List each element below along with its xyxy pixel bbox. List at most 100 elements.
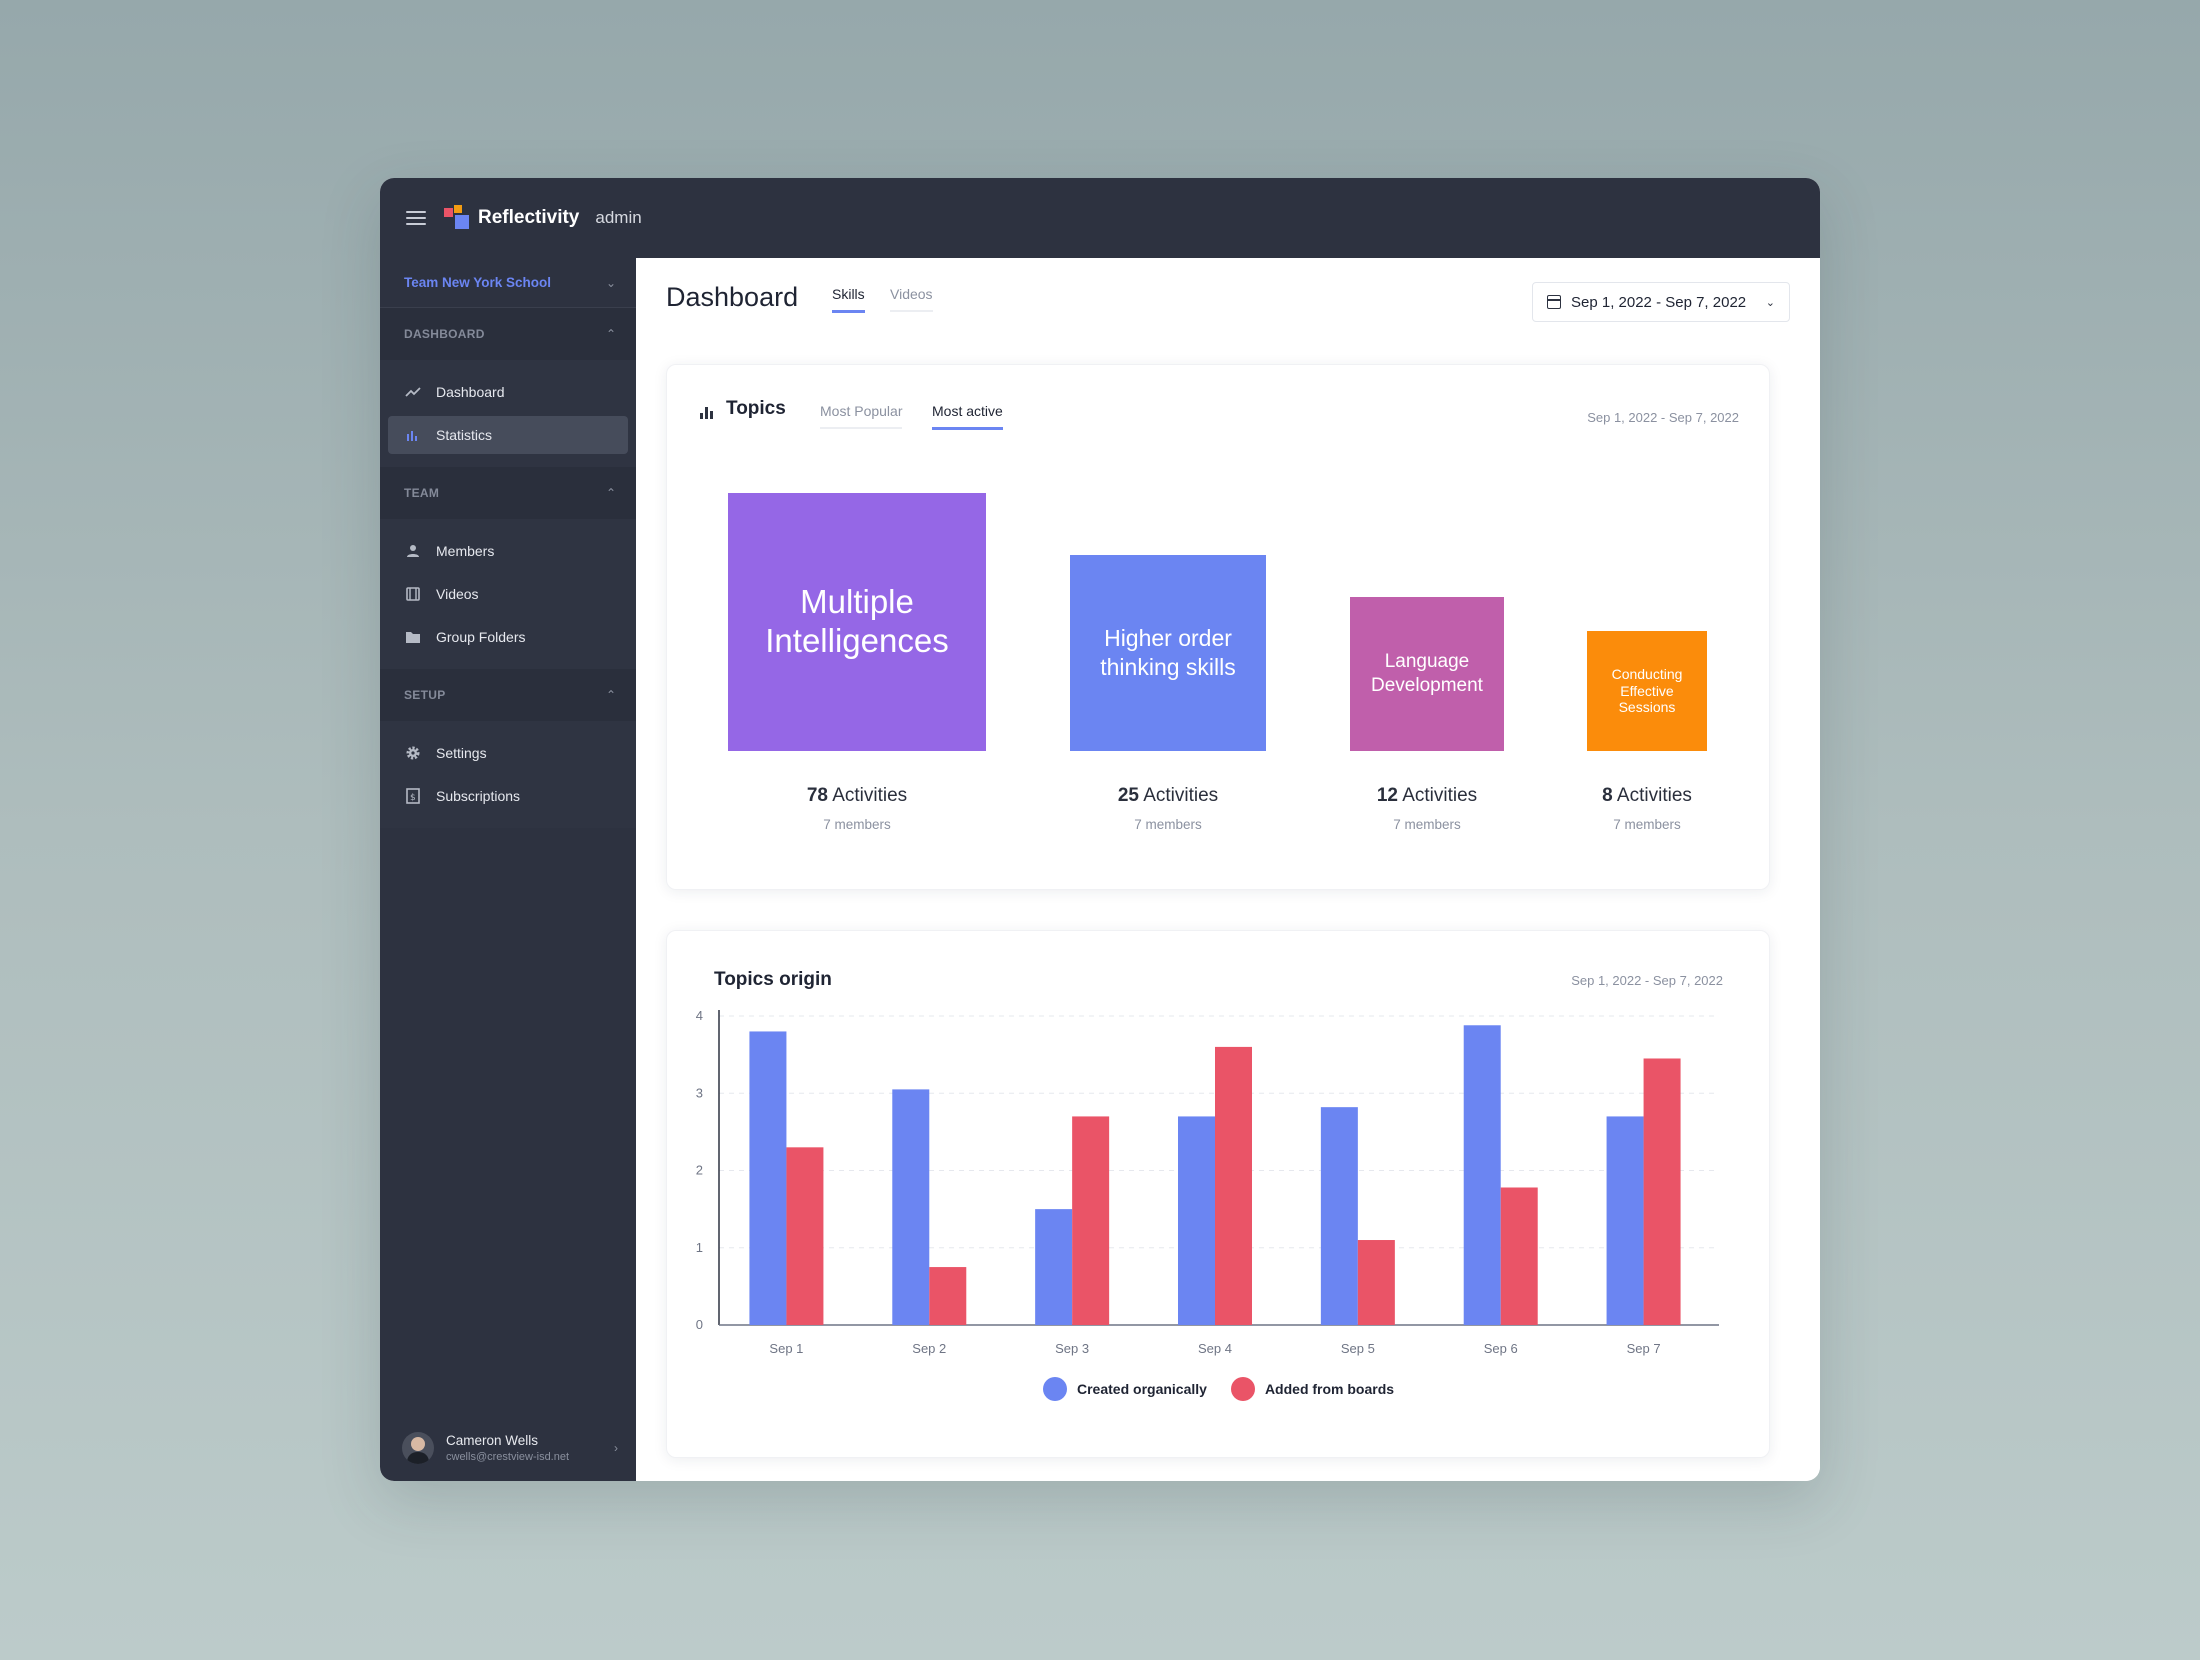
sidebar-item-settings[interactable]: Settings [388,734,628,772]
activities-count: 12 [1376,785,1398,806]
dashboard-nav-group: Dashboard Statistics [380,360,636,467]
team-name: Team New York School [404,275,552,290]
legend-label-created[interactable]: Created organically [1077,1381,1207,1397]
chart-legend: Created organically Added from boards [1043,1377,1394,1401]
brand-subtitle: admin [595,208,642,227]
team-selector[interactable]: Team New York School ⌄ [380,258,636,308]
tab-most-popular[interactable]: Most Popular [820,403,903,429]
tab-most-active[interactable]: Most active [932,403,1003,430]
chevron-up-icon: ⌃ [605,688,616,702]
legend-label-boards[interactable]: Added from boards [1264,1381,1395,1397]
sidebar-item-members[interactable]: Members [388,532,628,570]
sidebar-item-subscriptions[interactable]: $ Subscriptions [388,777,628,815]
y-tick-label: 3 [696,1085,703,1100]
bar-created [1035,1209,1073,1325]
main-content: Dashboard Skills Videos Sep 1, 2022 - Se… [636,258,1820,1481]
x-tick-label: Sep 7 [1627,1341,1661,1356]
receipt-icon: $ [404,787,422,805]
user-profile[interactable]: Cameron Wells cwells@crestview-isd.net › [380,1415,636,1481]
y-tick-label: 0 [696,1317,703,1332]
activities-label: Activities [1402,785,1478,806]
topic-name: Multiple Intelligences [765,583,949,659]
topic-tile[interactable]: Conducting Effective Sessions [1587,631,1707,751]
section-setup-header[interactable]: SETUP ⌃ [380,669,636,721]
brand-logo-icon [444,205,472,231]
section-title: DASHBOARD [404,327,485,341]
chevron-down-icon: ⌄ [1765,296,1775,309]
page-title: Dashboard [666,282,799,312]
section-title: TEAM [404,486,440,500]
topic-tile[interactable]: Higher order thinking skills [1070,555,1266,751]
sidebar-item-dashboard[interactable]: Dashboard [388,373,628,411]
y-tick-label: 1 [696,1240,703,1255]
section-team-header[interactable]: TEAM ⌃ [380,467,636,519]
setup-nav-group: Settings $ Subscriptions [380,721,636,828]
topics-origin-chart: 0 1 2 3 4 Sep 1 Sep 2 Sep 3 Sep 4 Sep 5 Sep 6 Sep 7 [696,1008,1719,1356]
legend-swatch-boards [1230,1377,1255,1401]
topic-tile[interactable]: Multiple Intelligences [728,493,986,751]
bar-boards [786,1147,824,1325]
brand-name[interactable]: Reflectivity [478,207,580,228]
sidebar-item-statistics[interactable]: Statistics [388,416,628,454]
chevron-down-icon: ⌄ [605,275,616,290]
avatar [402,1432,434,1464]
tab-skills[interactable]: Skills [832,286,865,313]
bar-boards [1357,1240,1395,1325]
bar-created [1463,1025,1501,1325]
sidebar-item-label: Videos [436,586,479,602]
svg-text:$: $ [410,793,416,803]
bar-boards [1215,1046,1252,1325]
date-range-picker[interactable]: Sep 1, 2022 - Sep 7, 2022 ⌄ [1532,282,1790,322]
origin-date: Sep 1, 2022 - Sep 7, 2022 [1571,973,1723,988]
sidebar-item-label: Dashboard [436,384,505,400]
bar-boards [1072,1116,1110,1325]
topic-activities: 12 Activities [1327,785,1527,807]
bar-boards [1643,1058,1681,1325]
sidebar-item-group-folders[interactable]: Group Folders [388,618,628,656]
topics-chart-icon [700,405,714,419]
origin-title: Topics origin [714,969,832,990]
user-email: cwells@crestview-isd.net [446,1451,570,1463]
bar-created [1606,1116,1644,1325]
y-tick-label: 4 [696,1008,703,1023]
folder-icon [404,628,422,646]
activities-label: Activities [832,785,908,806]
topics-origin-card: Topics origin Sep 1, 2022 - Sep 7, 2022 … [666,930,1770,1458]
sidebar-item-label: Settings [436,745,487,761]
bar-boards [1500,1187,1538,1325]
chevron-right-icon: › [614,1441,618,1455]
team-nav-group: Members Videos Group Folders [380,519,636,669]
x-tick-label: Sep 2 [912,1341,946,1356]
topic-activities: 25 Activities [1068,785,1268,807]
section-title: SETUP [404,688,446,702]
activities-count: 8 [1602,785,1613,806]
top-bar: Reflectivity admin [380,178,1820,258]
user-name: Cameron Wells [446,1433,539,1448]
topics-date: Sep 1, 2022 - Sep 7, 2022 [1587,410,1739,425]
topics-card: Topics Most Popular Most active Sep 1, 2… [666,364,1770,890]
topic-tile[interactable]: Language Development [1350,597,1504,751]
tab-videos[interactable]: Videos [890,286,933,312]
topic-activities: 8 Activities [1547,785,1747,807]
sidebar-item-label: Statistics [436,427,493,443]
x-tick-label: Sep 6 [1484,1341,1518,1356]
topic-activities: 78 Activities [757,785,957,807]
topics-title: Topics [726,398,786,419]
activities-label: Activities [1616,785,1692,806]
topic-name: Conducting Effective Sessions [1611,665,1683,716]
sidebar-item-videos[interactable]: Videos [388,575,628,613]
activities-label: Activities [1143,785,1219,806]
x-tick-label: Sep 3 [1055,1341,1089,1356]
x-tick-label: Sep 1 [769,1341,803,1356]
chevron-up-icon: ⌃ [605,327,616,341]
y-tick-label: 2 [696,1163,703,1178]
topic-name: Higher order thinking skills [1100,625,1236,680]
sidebar-item-label: Subscriptions [436,788,521,804]
hamburger-menu-icon[interactable] [406,211,426,225]
section-dashboard-header[interactable]: DASHBOARD ⌃ [380,308,636,360]
sidebar-item-label: Group Folders [436,629,526,645]
topic-members: 7 members [1613,817,1681,832]
app-window: Reflectivity admin Team New York School … [380,178,1820,1481]
topic-members: 7 members [1134,817,1202,832]
bar-created [749,1031,787,1325]
